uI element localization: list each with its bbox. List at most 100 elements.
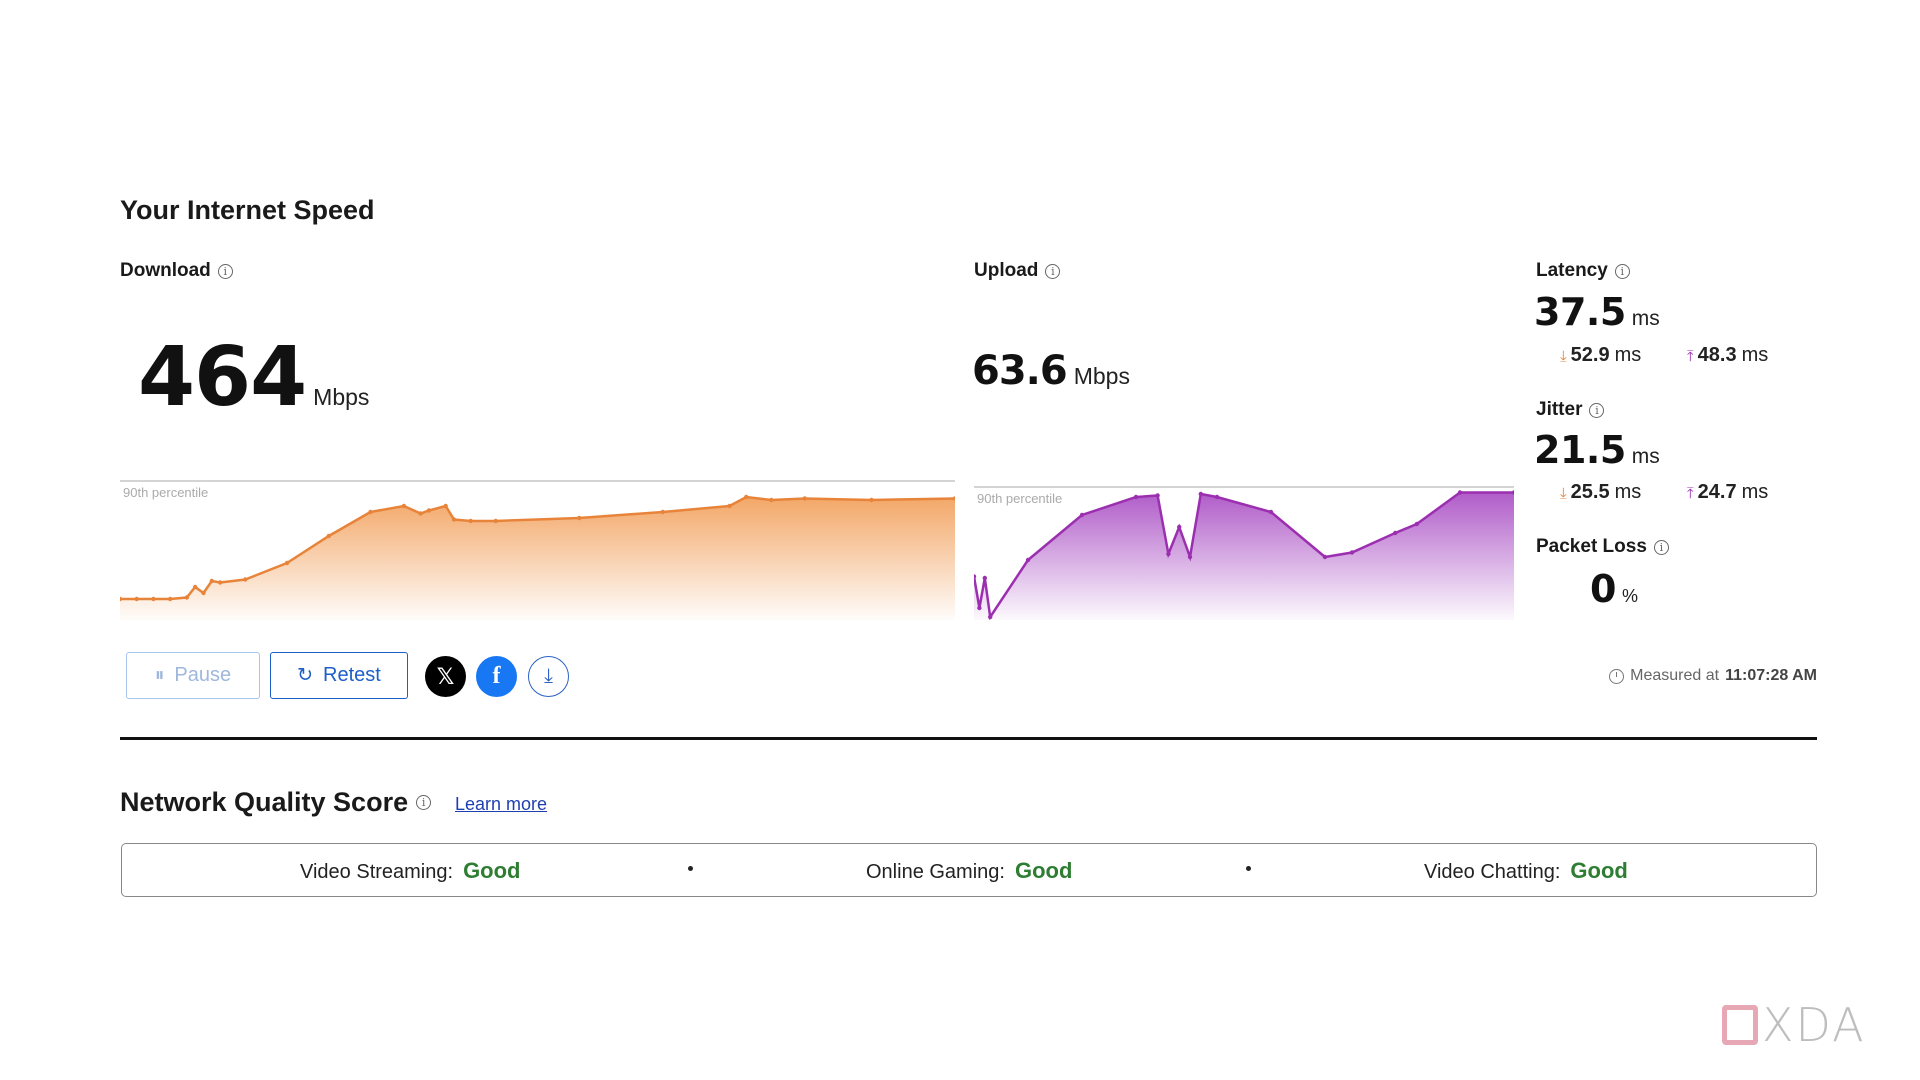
- download-chart: 90th percentile: [120, 480, 955, 620]
- download-unit: Mbps: [313, 384, 370, 410]
- chart-point: [418, 511, 423, 516]
- pause-button[interactable]: ⏸ Pause: [126, 652, 260, 699]
- latency-up-unit: ms: [1741, 344, 1769, 366]
- chart-point: [1133, 494, 1139, 500]
- percentile-label: 90th percentile: [977, 491, 1062, 506]
- upload-line: [974, 491, 1514, 620]
- learn-more-link[interactable]: Learn more: [455, 794, 548, 814]
- latency-download: ⤓ 52.9 ms: [1560, 344, 1641, 367]
- packet-loss-label: Packet Loss i: [1536, 536, 1669, 558]
- jitter-download: ⤓ 25.5 ms: [1560, 481, 1641, 504]
- jitter-down-value: 25.5: [1570, 481, 1610, 503]
- info-icon[interactable]: i: [1589, 402, 1605, 418]
- chart-point: [401, 503, 407, 509]
- retest-button[interactable]: ↻ Retest: [270, 652, 408, 699]
- upload-area: [974, 492, 1514, 620]
- chart-point: [660, 509, 665, 515]
- chart-point: [744, 494, 749, 500]
- chart-point: [468, 518, 473, 524]
- chart-point: [218, 580, 223, 585]
- network-quality-title-text: Network Quality Score: [120, 787, 409, 817]
- chart-point: [426, 508, 432, 513]
- chart-point: [134, 596, 139, 602]
- download-label-text: Download: [120, 260, 211, 281]
- latency-down-unit: ms: [1614, 344, 1642, 366]
- upload-arrow-icon: ⤒: [1687, 485, 1694, 502]
- share-facebook-button[interactable]: f: [476, 656, 517, 697]
- chart-point: [977, 605, 982, 611]
- xda-logo-icon: [1722, 1004, 1758, 1045]
- share-x-button[interactable]: 𝕏: [425, 656, 466, 697]
- chart-point: [577, 515, 582, 521]
- latency-down-value: 52.9: [1570, 344, 1610, 366]
- download-area: [120, 497, 955, 620]
- jitter-up-value: 24.7: [1697, 481, 1737, 503]
- score-rating: Good: [463, 858, 521, 883]
- jitter-value-group: 21.5 ms: [1534, 428, 1660, 472]
- chart-point: [1414, 521, 1419, 527]
- jitter-up-unit: ms: [1741, 481, 1769, 503]
- measured-time: 11:07:28 AM: [1725, 667, 1817, 684]
- packet-loss-unit: %: [1621, 586, 1638, 606]
- video-streaming-score: Video Streaming: Good: [300, 858, 521, 884]
- jitter-label: Jitter i: [1536, 399, 1605, 421]
- chart-point: [120, 596, 123, 602]
- upload-label: Upload i: [974, 260, 1061, 282]
- chart-point: [184, 595, 189, 600]
- clock-icon: [1609, 668, 1625, 684]
- chart-point: [1198, 491, 1203, 497]
- latency-value-group: 37.5 ms: [1534, 290, 1660, 334]
- chart-point: [1187, 554, 1193, 560]
- latency-value: 37.5: [1534, 290, 1626, 334]
- upload-unit: Mbps: [1073, 363, 1130, 389]
- latency-unit: ms: [1631, 307, 1660, 330]
- chart-point: [451, 517, 457, 522]
- xda-watermark-logo: XDA: [1722, 998, 1866, 1052]
- upload-value: 63.6: [972, 348, 1068, 394]
- chart-point: [284, 560, 290, 566]
- network-quality-panel: Video Streaming: Good Online Gaming: Goo…: [121, 843, 1817, 897]
- info-icon[interactable]: i: [1045, 263, 1061, 279]
- packet-loss-value-group: 0 %: [1590, 567, 1638, 611]
- chart-point: [1511, 490, 1514, 495]
- chart-point: [1155, 493, 1160, 498]
- chart-point: [1349, 550, 1355, 555]
- chart-point: [869, 497, 874, 503]
- pause-icon: ⏸: [154, 664, 165, 686]
- jitter-down-unit: ms: [1614, 481, 1642, 503]
- chart-point: [1322, 554, 1328, 560]
- latency-label-text: Latency: [1536, 260, 1608, 281]
- x-logo-icon: 𝕏: [436, 663, 455, 689]
- percentile-label: 90th percentile: [123, 485, 208, 500]
- info-icon[interactable]: i: [1653, 539, 1669, 555]
- download-arrow-icon: ⤓: [1560, 485, 1567, 502]
- chart-point: [974, 574, 977, 579]
- section-divider: [120, 737, 1817, 740]
- score-label: Video Chatting:: [1424, 861, 1561, 883]
- chart-point: [802, 496, 807, 501]
- jitter-unit: ms: [1631, 445, 1660, 468]
- video-chatting-score: Video Chatting: Good: [1424, 858, 1628, 884]
- separator-dot: [688, 866, 693, 871]
- chart-point: [201, 590, 206, 596]
- chart-point: [727, 503, 732, 509]
- packet-loss-value: 0: [1590, 567, 1616, 611]
- retest-label: Retest: [323, 664, 381, 686]
- chart-point: [1214, 494, 1220, 500]
- chart-point: [243, 577, 248, 582]
- chart-point: [326, 533, 331, 539]
- packet-loss-label-text: Packet Loss: [1536, 536, 1647, 557]
- info-icon[interactable]: i: [1614, 263, 1630, 279]
- chart-point: [167, 596, 173, 602]
- download-arrow-icon: ⤓: [1560, 348, 1567, 365]
- measured-prefix: Measured at: [1630, 667, 1720, 684]
- score-rating: Good: [1570, 858, 1628, 883]
- info-icon[interactable]: i: [416, 795, 432, 810]
- latency-up-value: 48.3: [1697, 344, 1737, 366]
- upload-chart: 90th percentile: [974, 486, 1514, 620]
- download-results-button[interactable]: ⤓: [528, 656, 569, 697]
- chart-point: [1025, 557, 1031, 563]
- download-label: Download i: [120, 260, 233, 282]
- chart-point: [192, 584, 198, 590]
- info-icon[interactable]: i: [217, 263, 233, 279]
